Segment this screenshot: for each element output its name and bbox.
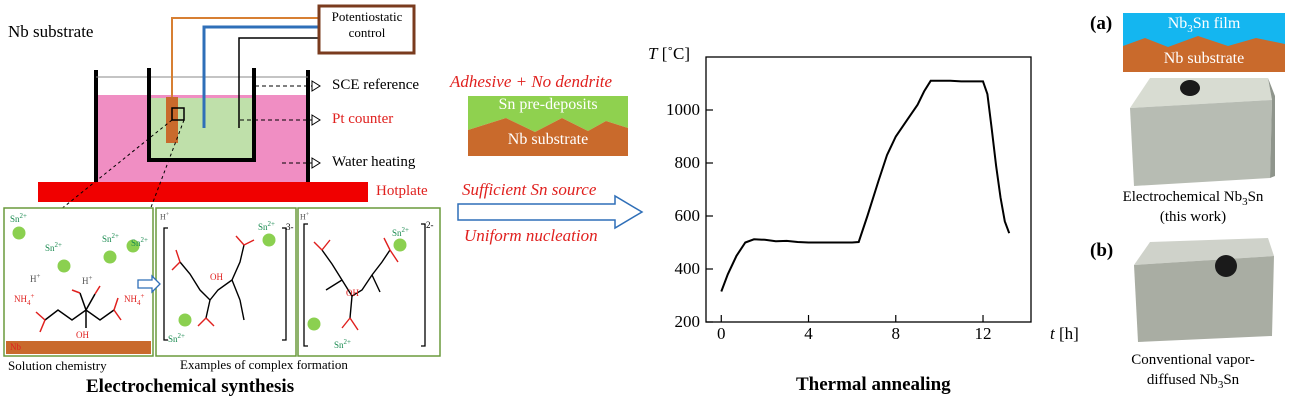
inner-cell [147,68,256,162]
adhesive-label: Adhesive + No dendrite [450,72,613,91]
zoom-square [171,107,185,121]
caption-b-line1: Conventional vapor- [1131,352,1255,368]
sn-ion-2: Sn2+ [45,241,62,253]
sample-b [1134,256,1274,342]
caption-a-line1: Electrochemical Nb3Sn [1122,189,1264,208]
h-ion-4: H+ [300,212,310,222]
y-tick-label: 600 [674,206,701,225]
right-nb-substrate-label: Nb substrate [1163,50,1245,67]
hotplate [38,182,368,202]
nb-layer [468,118,628,156]
temperature-curve [720,79,1011,292]
h-ion-1: H+ [30,272,41,284]
pt-wire [202,25,319,128]
citrate-molecule [44,292,115,328]
y-tick-label: 1000 [666,100,700,119]
synthesis-title: Electrochemical synthesis [86,376,295,397]
sce-wire [238,37,319,128]
complex-charge-1: 3- [286,222,294,232]
solution-panel [3,207,154,357]
sn-layer [468,96,628,132]
caption-a-line2: (this work) [1159,209,1227,225]
y-tick-label: 400 [674,259,701,278]
chart-frame [705,56,1032,323]
h-ion-2: H+ [82,274,93,286]
film-label: Nb3Sn film [1167,15,1241,36]
y-tick-label: 200 [674,312,701,331]
sample-a [1130,100,1272,186]
middle-nb-substrate-label: Nb substrate [507,131,589,148]
potentiostat-box [317,4,416,55]
complex-panel-1 [155,207,297,357]
nh4-ion-1: NH4+ [14,292,35,307]
oh-label-3: OH [346,288,359,298]
caption-b-line2: diffused Nb3Sn [1146,372,1240,391]
water-heating-label: Water heating [332,154,416,170]
y-tick-label: 800 [674,153,701,172]
oh-label-2: OH [210,272,223,282]
pt-counter-label: Pt counter [332,111,394,127]
complex-formation-caption: Examples of complex formation [180,357,348,372]
small-arrow [137,274,161,294]
complex-charge-2: 2- [426,220,434,230]
big-arrow [457,194,644,230]
sn-ion-5: Sn2+ [258,220,275,232]
sn-ion-7: Sn2+ [392,226,409,238]
nb-floor-label: Nb [10,342,21,352]
sn-ion-4: Sn2+ [131,236,148,248]
h-ion-3: H+ [160,212,170,222]
complex-panel-2 [297,207,441,357]
annealing-title: Thermal annealing [796,374,951,395]
sn-ion-8: Sn2+ [334,338,351,350]
y-axis-label: T [˚C] [648,44,691,63]
x-tick-label: 0 [717,324,726,343]
solution-chemistry-caption: Solution chemistry [8,358,107,373]
x-tick-label: 8 [891,324,901,343]
potentiostatic-control-label: Potentiostatic control [331,9,403,40]
substrate-layer [1123,36,1285,72]
chart-ticks [706,109,984,323]
sn-ion-6: Sn2+ [168,332,185,344]
x-tick-label: 4 [804,324,813,343]
oh-label-1: OH [76,330,89,340]
nb-floor [6,341,151,354]
sn-ion-3: Sn2+ [102,232,119,244]
uniform-nucleation-label: Uniform nucleation [464,226,598,245]
label-a: (a) [1090,13,1113,34]
sn-predeposits-label: Sn pre-deposits [498,96,598,113]
x-axis-label: t [h] [1050,324,1079,343]
nb-wire [171,17,319,97]
hotplate-label: Hotplate [376,183,428,199]
sce-reference-label: SCE reference [332,77,420,93]
x-tick-label: 12 [974,324,992,343]
sn-ion-1: Sn2+ [10,212,27,224]
label-b: (b) [1090,240,1114,261]
nb-substrate-label: Nb substrate [8,22,94,41]
nh4-ion-2: NH4+ [124,292,145,307]
sufficient-sn-label: Sufficient Sn source [462,180,597,199]
